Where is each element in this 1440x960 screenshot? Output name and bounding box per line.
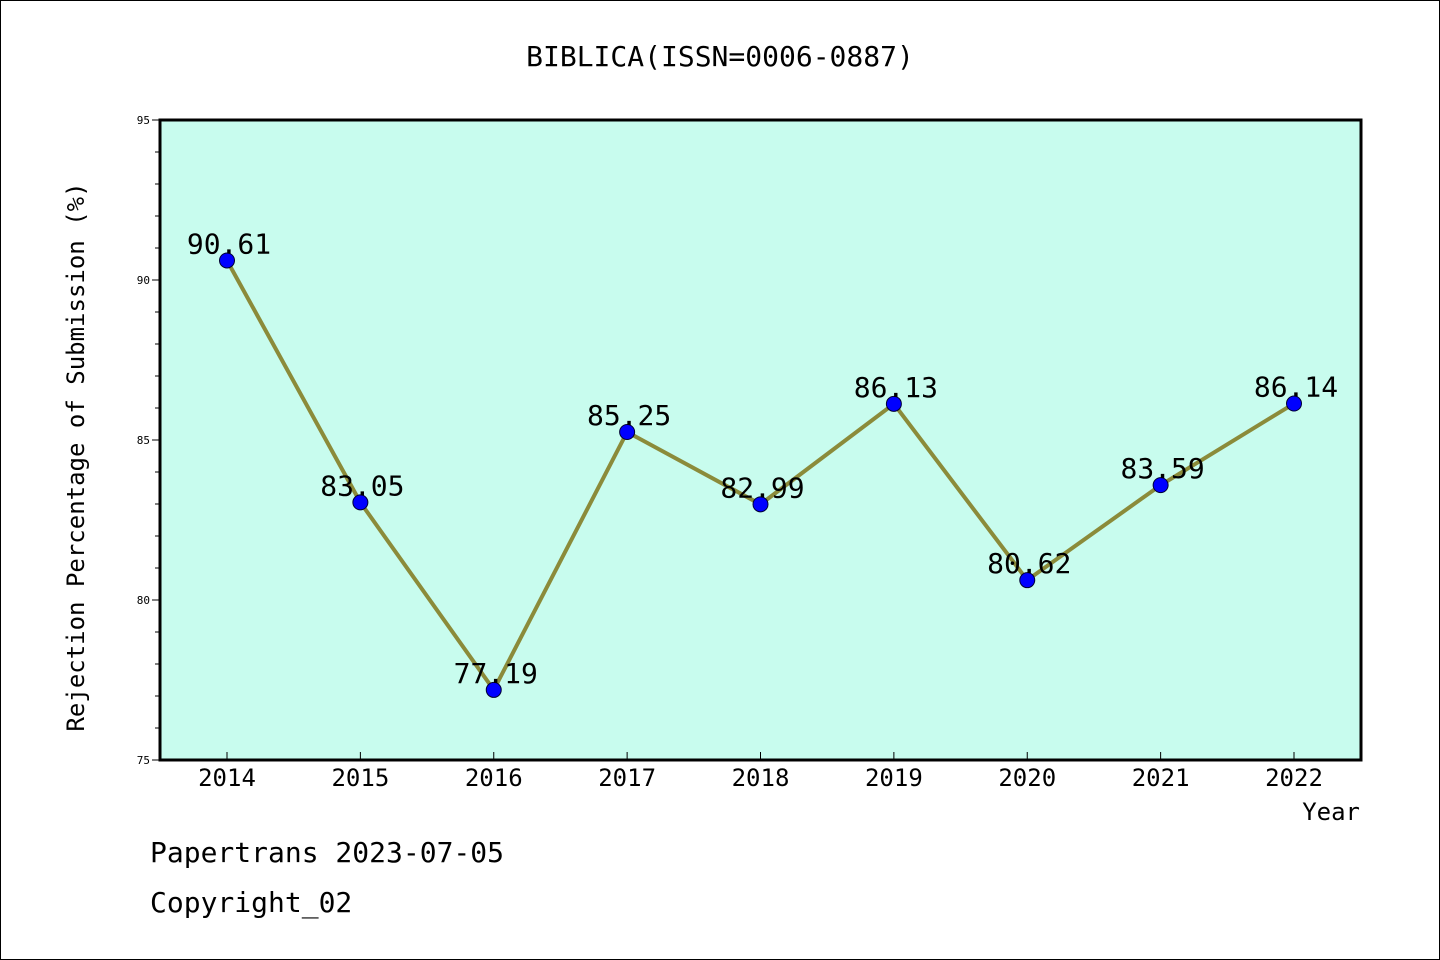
data-point <box>485 681 502 698</box>
data-point <box>219 252 235 269</box>
data-point <box>885 395 902 412</box>
data-label: 83.59 <box>1120 452 1204 485</box>
footer-date: Papertrans 2023-07-05 <box>150 836 505 869</box>
data-label: 90.61 <box>187 227 271 260</box>
y-tick-label: 75 <box>137 754 150 767</box>
data-label: 86.13 <box>854 371 938 404</box>
x-tick-label: 2020 <box>998 764 1056 792</box>
data-label: 85.25 <box>587 399 671 432</box>
x-tick-label: 2019 <box>865 764 923 792</box>
data-label: 82.99 <box>720 471 804 504</box>
y-tick-label: 85 <box>137 434 150 447</box>
y-axis-label: Rejection Percentage of Submission (%) <box>62 182 90 731</box>
data-point <box>619 424 636 440</box>
y-tick-label: 80 <box>137 594 150 607</box>
x-tick-label: 2018 <box>732 764 790 792</box>
data-point <box>1019 572 1036 589</box>
x-tick-label: 2014 <box>198 764 256 792</box>
x-tick-label: 2016 <box>465 764 523 792</box>
data-label: 83.05 <box>320 469 404 502</box>
footer-copyright: Copyright_02 <box>150 886 353 919</box>
chart-title: BIBLICA(ISSN=0006-0887) <box>526 40 914 73</box>
series-line-group <box>219 252 1302 698</box>
data-point <box>1152 477 1169 494</box>
y-axis: 75 80 85 90 95 <box>137 114 160 767</box>
y-tick-label: 90 <box>137 274 150 287</box>
data-point <box>352 494 369 511</box>
y-tick-label: 95 <box>137 114 150 127</box>
data-label-group: 90.61 83.05 77.19 85.25 82.99 86.13 80.62 83.59… <box>187 227 1338 689</box>
data-label: 86.14 <box>1254 371 1338 404</box>
x-tick-label: 2021 <box>1132 764 1190 792</box>
data-label: 80.62 <box>987 547 1071 580</box>
data-point <box>1286 395 1302 412</box>
plot-area <box>158 118 1363 762</box>
x-axis: 2014 2015 2016 2017 2018 2019 2020 2021 2022 <box>198 752 1323 792</box>
x-axis-label: Year <box>1302 798 1360 826</box>
x-tick-label: 2022 <box>1265 764 1323 792</box>
data-label: 77.19 <box>454 657 538 690</box>
x-tick-label: 2017 <box>598 764 656 792</box>
data-point <box>752 496 769 513</box>
x-tick-label: 2015 <box>331 764 389 792</box>
